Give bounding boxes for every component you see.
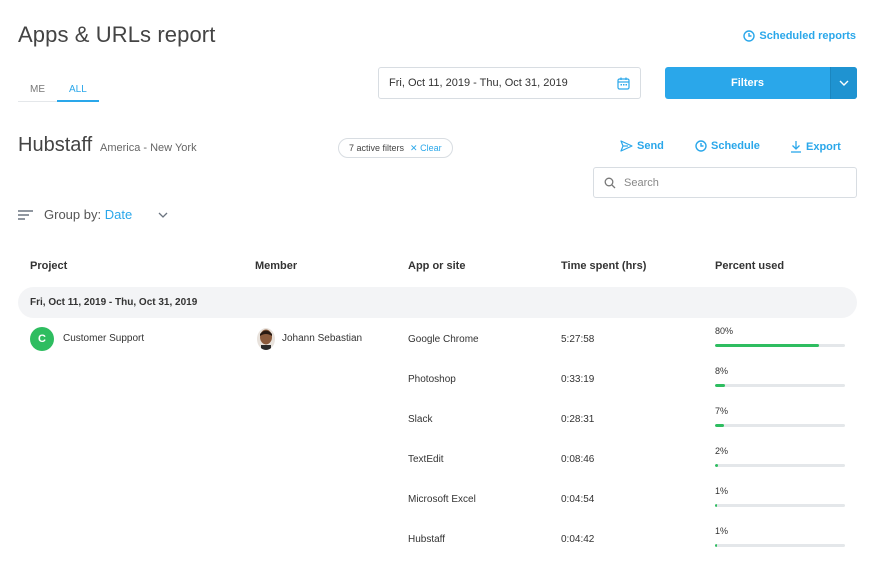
app-name: TextEdit — [408, 454, 444, 465]
percent-used-bar-fill — [715, 504, 717, 507]
send-button[interactable]: Send — [620, 140, 664, 152]
member-scope-tabs: ME ALL — [18, 82, 99, 102]
app-name: Hubstaff — [408, 534, 446, 545]
percent-used-label: 80% — [715, 326, 734, 336]
percent-used-bar — [715, 464, 845, 467]
percent-used-label: 1% — [715, 486, 729, 496]
date-range-picker[interactable]: Fri, Oct 11, 2019 - Thu, Oct 31, 2019 — [378, 67, 641, 99]
date-range-value: Fri, Oct 11, 2019 - Thu, Oct 31, 2019 — [389, 77, 568, 89]
active-filters-count: 7 active filters — [349, 143, 405, 153]
organization-name: Hubstaff — [18, 134, 93, 156]
tab-all[interactable]: ALL — [57, 82, 99, 102]
time-spent: 0:04:54 — [561, 494, 595, 505]
percent-used-bar — [715, 384, 845, 387]
schedule-button[interactable]: Schedule — [695, 140, 760, 152]
percent-used-bar — [715, 344, 845, 347]
filters-dropdown-toggle[interactable] — [830, 67, 857, 99]
column-header-time: Time spent (hrs) — [561, 260, 647, 272]
percent-used-label: 1% — [715, 526, 729, 536]
download-icon — [791, 141, 801, 153]
avatar — [257, 328, 275, 350]
organization-timezone: America - New York — [100, 142, 197, 154]
chevron-down-icon — [158, 212, 168, 218]
clock-icon — [743, 30, 756, 42]
calendar-icon — [617, 77, 630, 90]
tab-me[interactable]: ME — [30, 84, 45, 95]
group-by-value: Date — [104, 207, 133, 222]
app-name: Photoshop — [408, 374, 456, 385]
percent-used-bar-fill — [715, 384, 726, 387]
chevron-down-icon — [839, 80, 849, 86]
close-icon: ✕ — [410, 142, 418, 153]
member-name: Johann Sebastian — [282, 333, 363, 344]
time-spent: 0:28:31 — [561, 414, 595, 425]
active-filters-chip: 7 active filters ✕ Clear — [338, 138, 453, 158]
percent-used-bar — [715, 544, 845, 547]
percent-used-bar — [715, 504, 845, 507]
search-icon — [604, 177, 616, 188]
column-header-percent: Percent used — [715, 260, 785, 272]
percent-used-bar-fill — [715, 544, 717, 547]
percent-used-label: 7% — [715, 406, 729, 416]
export-label: Export — [806, 140, 841, 153]
send-label: Send — [637, 140, 664, 152]
send-icon — [620, 140, 633, 152]
column-header-app: App or site — [408, 260, 466, 272]
percent-used-bar-fill — [715, 424, 725, 427]
percent-used-bar-fill — [715, 344, 819, 347]
clear-filters-button[interactable]: ✕ Clear — [410, 143, 442, 154]
date-group-header: Fri, Oct 11, 2019 - Thu, Oct 31, 2019 — [18, 287, 857, 318]
group-by-label: Group by: — [44, 207, 102, 222]
time-spent: 5:27:58 — [561, 334, 595, 345]
project-name: Customer Support — [63, 333, 145, 344]
clock-icon — [695, 140, 707, 152]
scheduled-reports-link[interactable]: Scheduled reports — [743, 30, 856, 42]
app-name: Slack — [408, 414, 433, 425]
scheduled-reports-label: Scheduled reports — [759, 30, 856, 42]
export-button[interactable]: Export — [790, 140, 841, 153]
filters-button[interactable]: Filters — [665, 67, 857, 99]
schedule-label: Schedule — [711, 140, 760, 152]
clear-filters-label: Clear — [420, 142, 442, 153]
search-placeholder: Search — [624, 176, 659, 189]
time-spent: 0:33:19 — [561, 374, 595, 385]
app-name: Microsoft Excel — [408, 494, 476, 505]
search-input[interactable]: Search — [593, 167, 857, 198]
sort-lines-icon — [18, 209, 33, 220]
project-avatar: C — [30, 327, 54, 351]
percent-used-label: 2% — [715, 446, 729, 456]
column-header-member: Member — [255, 260, 298, 272]
app-name: Google Chrome — [408, 334, 479, 345]
column-header-project: Project — [30, 260, 68, 272]
percent-used-label: 8% — [715, 366, 729, 376]
filters-button-label: Filters — [730, 77, 764, 89]
time-spent: 0:04:42 — [561, 534, 595, 545]
percent-used-bar-fill — [715, 464, 718, 467]
group-by-selector[interactable]: Group by: Date — [18, 207, 168, 222]
page-title: Apps & URLs report — [18, 22, 216, 47]
time-spent: 0:08:46 — [561, 454, 595, 465]
percent-used-bar — [715, 424, 845, 427]
